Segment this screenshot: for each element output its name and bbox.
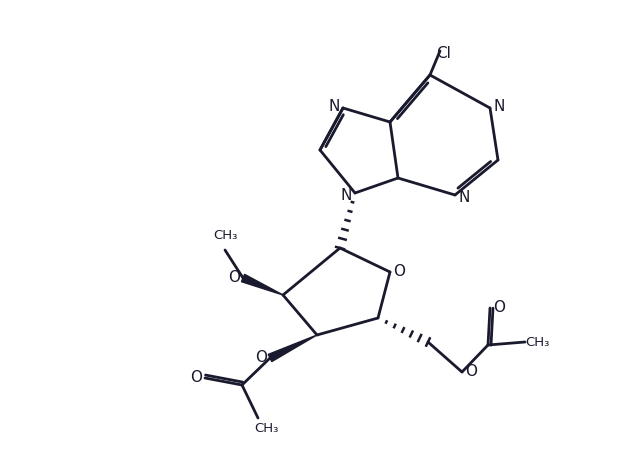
Polygon shape <box>268 335 317 361</box>
Text: CH₃: CH₃ <box>254 422 278 434</box>
Text: N: N <box>458 189 470 204</box>
Text: Cl: Cl <box>436 46 451 61</box>
Text: O: O <box>255 351 267 366</box>
Text: CH₃: CH₃ <box>525 336 549 348</box>
Text: N: N <box>340 188 352 203</box>
Text: O: O <box>228 271 240 285</box>
Text: O: O <box>493 300 505 315</box>
Polygon shape <box>241 274 283 295</box>
Text: N: N <box>493 99 505 113</box>
Text: O: O <box>465 365 477 379</box>
Text: N: N <box>328 99 340 113</box>
Text: CH₃: CH₃ <box>213 228 237 242</box>
Text: O: O <box>393 265 405 280</box>
Text: O: O <box>190 370 202 385</box>
